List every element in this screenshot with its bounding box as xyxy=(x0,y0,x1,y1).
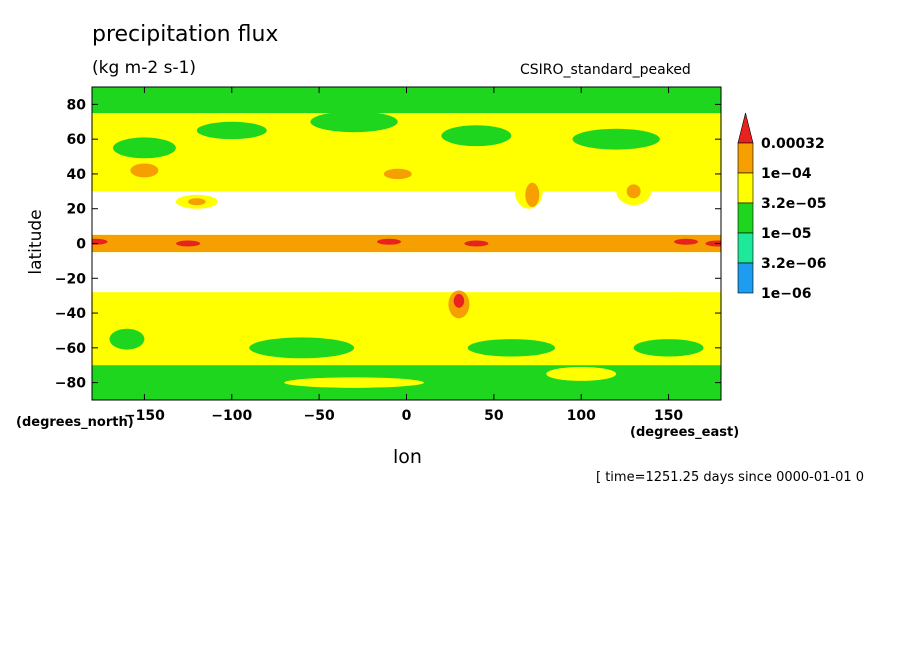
x-tick-label: 50 xyxy=(484,408,504,424)
x-axis-label: lon xyxy=(393,446,422,468)
field-blob-18 xyxy=(133,295,190,331)
field-blob-0 xyxy=(112,137,176,159)
colorbar-label: 3.2e−06 xyxy=(761,256,827,272)
field-blob-25 xyxy=(642,292,713,327)
colorbar-label: 1e−06 xyxy=(761,286,811,302)
field-blob-28 xyxy=(467,339,556,357)
y-tick-label: 20 xyxy=(67,202,87,218)
field-blob-11 xyxy=(441,163,512,185)
colorbar-segment xyxy=(737,172,754,204)
chart-title: precipitation flux xyxy=(92,22,279,47)
colorbar-segment xyxy=(737,232,754,264)
field-blob-8 xyxy=(270,161,334,180)
axis-ticks: −150 −100 −50 0 50 100 150 −80 −60 −40 −20 0 20 40 60 8… xyxy=(55,87,721,424)
y-tick-label: 80 xyxy=(67,97,87,113)
y-tick-label: −60 xyxy=(55,341,86,357)
chart-units: (kg m-2 s-1) xyxy=(92,58,197,78)
field-blob-24 xyxy=(546,307,617,336)
y-tick-label: 60 xyxy=(67,132,87,148)
y-tick-label: −20 xyxy=(55,271,86,287)
itcz-peak-2 xyxy=(377,238,402,245)
time-annotation: [ time=1251.25 days since 0000-01-01 0 xyxy=(596,470,865,485)
field-band-2 xyxy=(92,252,721,293)
colorbar-segment xyxy=(737,262,754,294)
field-blob-2 xyxy=(310,111,398,133)
itcz-peak-5 xyxy=(705,240,721,247)
field-blob-29 xyxy=(633,339,704,357)
y-tick-label: −40 xyxy=(55,306,86,322)
x-tick-label: −150 xyxy=(124,408,165,424)
field-blob-27 xyxy=(249,337,355,359)
field-blob-7 xyxy=(196,163,267,185)
x-tick-label: −50 xyxy=(304,408,335,424)
colorbar-segment xyxy=(737,142,754,174)
y-tick-label: 40 xyxy=(67,167,87,183)
x-tick-label: −100 xyxy=(211,408,252,424)
itcz-peak-1 xyxy=(176,240,201,247)
field-blob-20 xyxy=(301,292,372,317)
field-blob-19 xyxy=(214,299,285,327)
x-tick-label: 0 xyxy=(402,408,412,424)
field-blob-4 xyxy=(572,128,660,150)
field-blob-13 xyxy=(525,182,540,207)
field-blob-1 xyxy=(196,121,267,140)
y-tick-label: −80 xyxy=(55,376,86,392)
x-tick-label: 150 xyxy=(654,408,683,424)
x-axis-units: (degrees_east) xyxy=(630,425,740,440)
field-blob-10 xyxy=(383,168,412,180)
field-blob-23 xyxy=(453,293,465,308)
field-blob-31 xyxy=(284,377,424,388)
y-axis-units: (degrees_north) xyxy=(16,415,134,430)
map-field xyxy=(92,87,721,400)
field-blob-15 xyxy=(626,184,641,199)
field-band-0 xyxy=(92,234,721,253)
field-blob-6 xyxy=(130,163,159,178)
colorbar-label: 1e−04 xyxy=(761,166,812,182)
y-tick-label: 0 xyxy=(76,237,86,253)
source-label: CSIRO_standard_peaked xyxy=(520,62,691,78)
field-blob-30 xyxy=(546,366,617,381)
colorbar-legend: 0.00032 1e−04 3.2e−05 1e−05 3.2e−06 1e−06 xyxy=(737,112,827,302)
colorbar-label: 1e−05 xyxy=(761,226,811,242)
colorbar-max-arrow xyxy=(737,112,754,144)
field-blob-3 xyxy=(441,125,512,147)
colorbar-label: 3.2e−05 xyxy=(761,196,827,212)
itcz-peak-3 xyxy=(464,240,489,247)
x-tick-label: 100 xyxy=(567,408,596,424)
colorbar-segment xyxy=(737,202,754,234)
field-blob-17 xyxy=(188,198,206,206)
field-blob-26 xyxy=(109,328,145,350)
itcz-peak-4 xyxy=(674,238,699,245)
colorbar-label: 0.00032 xyxy=(761,136,825,152)
